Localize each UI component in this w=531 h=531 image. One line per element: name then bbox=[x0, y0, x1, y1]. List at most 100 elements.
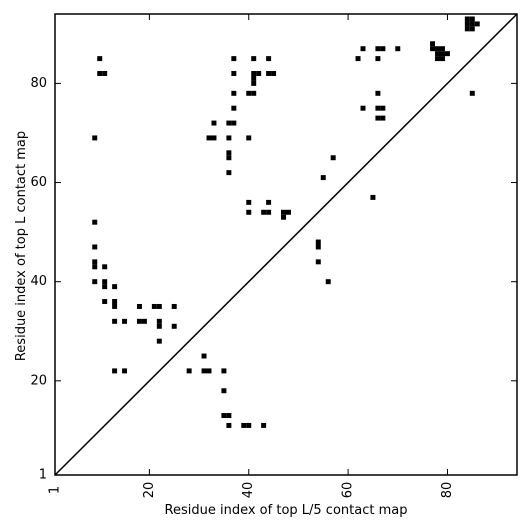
y-axis-label: Residue index of top L contact map bbox=[14, 131, 29, 361]
contact-point-upper bbox=[320, 175, 326, 181]
contact-point-upper bbox=[464, 26, 470, 32]
contact-point-upper bbox=[469, 26, 475, 32]
contact-point-upper bbox=[315, 259, 321, 265]
contact-point-upper bbox=[226, 120, 232, 126]
contact-point-upper bbox=[325, 279, 331, 285]
contact-point-upper bbox=[380, 46, 386, 52]
contact-point-upper bbox=[231, 105, 237, 111]
y-tick-label: 1 bbox=[39, 468, 47, 483]
contact-point-upper bbox=[469, 16, 475, 22]
contact-point-upper bbox=[231, 90, 237, 96]
contact-point-lower bbox=[102, 279, 108, 285]
contact-point-lower bbox=[226, 413, 232, 418]
x-tick-label: 80 bbox=[440, 482, 455, 499]
contact-point-upper bbox=[211, 120, 217, 126]
contact-point-lower bbox=[221, 368, 227, 374]
contact-point-upper bbox=[440, 56, 445, 62]
contact-point-upper bbox=[435, 51, 440, 57]
contact-point-upper bbox=[246, 209, 252, 215]
x-tick-label: 40 bbox=[241, 482, 256, 499]
contact-point-lower bbox=[92, 259, 98, 265]
contact-point-upper bbox=[226, 135, 232, 141]
contact-point-lower bbox=[186, 368, 192, 374]
contact-point-upper bbox=[360, 46, 366, 52]
x-tick-label: 1 bbox=[48, 486, 63, 494]
x-tick-label: 60 bbox=[341, 482, 356, 499]
contact-point-lower bbox=[206, 368, 212, 374]
contact-point-upper bbox=[464, 16, 470, 22]
contact-point-lower bbox=[246, 422, 252, 428]
contact-point-lower bbox=[156, 338, 162, 344]
contact-point-upper bbox=[315, 239, 321, 245]
contact-point-lower bbox=[102, 299, 108, 304]
x-tick-label: 20 bbox=[142, 482, 157, 499]
contact-point-upper bbox=[380, 105, 386, 111]
contact-point-upper bbox=[330, 155, 336, 161]
contact-point-upper bbox=[440, 46, 445, 52]
y-tick-label: 40 bbox=[30, 274, 47, 289]
contact-point-upper bbox=[246, 199, 252, 205]
contact-point-upper bbox=[206, 135, 212, 141]
contact-point-lower bbox=[92, 279, 98, 285]
y-axis: 1 20 40 60 80 bbox=[30, 76, 517, 483]
contact-point-upper bbox=[395, 46, 401, 52]
contact-point-lower bbox=[141, 318, 147, 324]
contact-point-upper bbox=[375, 46, 381, 52]
contact-point-upper bbox=[435, 46, 440, 52]
contact-point-upper bbox=[469, 90, 475, 96]
contact-point-upper bbox=[231, 56, 237, 62]
contact-point-lower bbox=[122, 368, 128, 374]
contact-point-upper bbox=[355, 56, 361, 62]
contact-point-lower bbox=[136, 318, 142, 324]
contact-point-upper bbox=[261, 209, 267, 215]
contact-point-lower bbox=[122, 318, 128, 324]
y-tick-label: 20 bbox=[30, 373, 47, 388]
contact-point-lower bbox=[221, 388, 227, 394]
contact-point-lower bbox=[151, 303, 157, 309]
contact-point-lower bbox=[136, 303, 142, 309]
contact-point-upper bbox=[266, 199, 272, 205]
contact-point-upper bbox=[375, 56, 381, 62]
contact-point-upper bbox=[97, 56, 103, 62]
contact-point-upper bbox=[102, 71, 108, 76]
x-axis: 1 20 40 60 80 bbox=[48, 14, 455, 498]
contact-point-upper bbox=[430, 46, 436, 52]
contact-point-upper bbox=[469, 21, 475, 27]
contact-point-upper bbox=[231, 71, 237, 76]
contact-point-lower bbox=[171, 323, 177, 329]
contact-point-upper bbox=[474, 21, 480, 27]
contact-point-upper bbox=[370, 194, 376, 200]
y-tick-label: 60 bbox=[30, 175, 47, 190]
contact-point-upper bbox=[430, 41, 436, 47]
contact-point-upper bbox=[440, 51, 445, 57]
contact-point-lower bbox=[112, 303, 118, 309]
contact-point-lower bbox=[112, 299, 118, 304]
contact-point-upper bbox=[435, 56, 440, 62]
contact-point-upper bbox=[97, 71, 103, 76]
plot-frame bbox=[54, 13, 518, 476]
diagonal-line bbox=[54, 13, 518, 476]
contact-point-upper bbox=[281, 209, 286, 215]
contact-point-upper bbox=[251, 80, 257, 86]
contact-point-upper bbox=[266, 56, 272, 62]
contact-point-upper bbox=[380, 115, 386, 121]
contact-point-upper bbox=[211, 135, 217, 141]
contact-point-lower bbox=[201, 353, 207, 359]
contact-point-upper bbox=[281, 214, 286, 220]
contact-point-lower bbox=[156, 318, 162, 324]
contact-point-upper bbox=[286, 209, 291, 215]
contact-point-lower bbox=[92, 244, 98, 250]
contact-point-upper bbox=[315, 244, 321, 250]
contact-point-upper bbox=[226, 170, 232, 176]
contact-point-lower bbox=[102, 284, 108, 290]
contact-point-lower bbox=[241, 422, 247, 428]
contact-point-upper bbox=[375, 105, 381, 111]
contact-point-upper bbox=[92, 135, 98, 141]
contact-point-upper bbox=[251, 56, 257, 62]
contact-point-upper bbox=[251, 71, 257, 76]
plot-area bbox=[54, 13, 518, 476]
contact-point-lower bbox=[92, 264, 98, 270]
contact-point-upper bbox=[271, 71, 277, 76]
contact-point-upper bbox=[375, 90, 381, 96]
